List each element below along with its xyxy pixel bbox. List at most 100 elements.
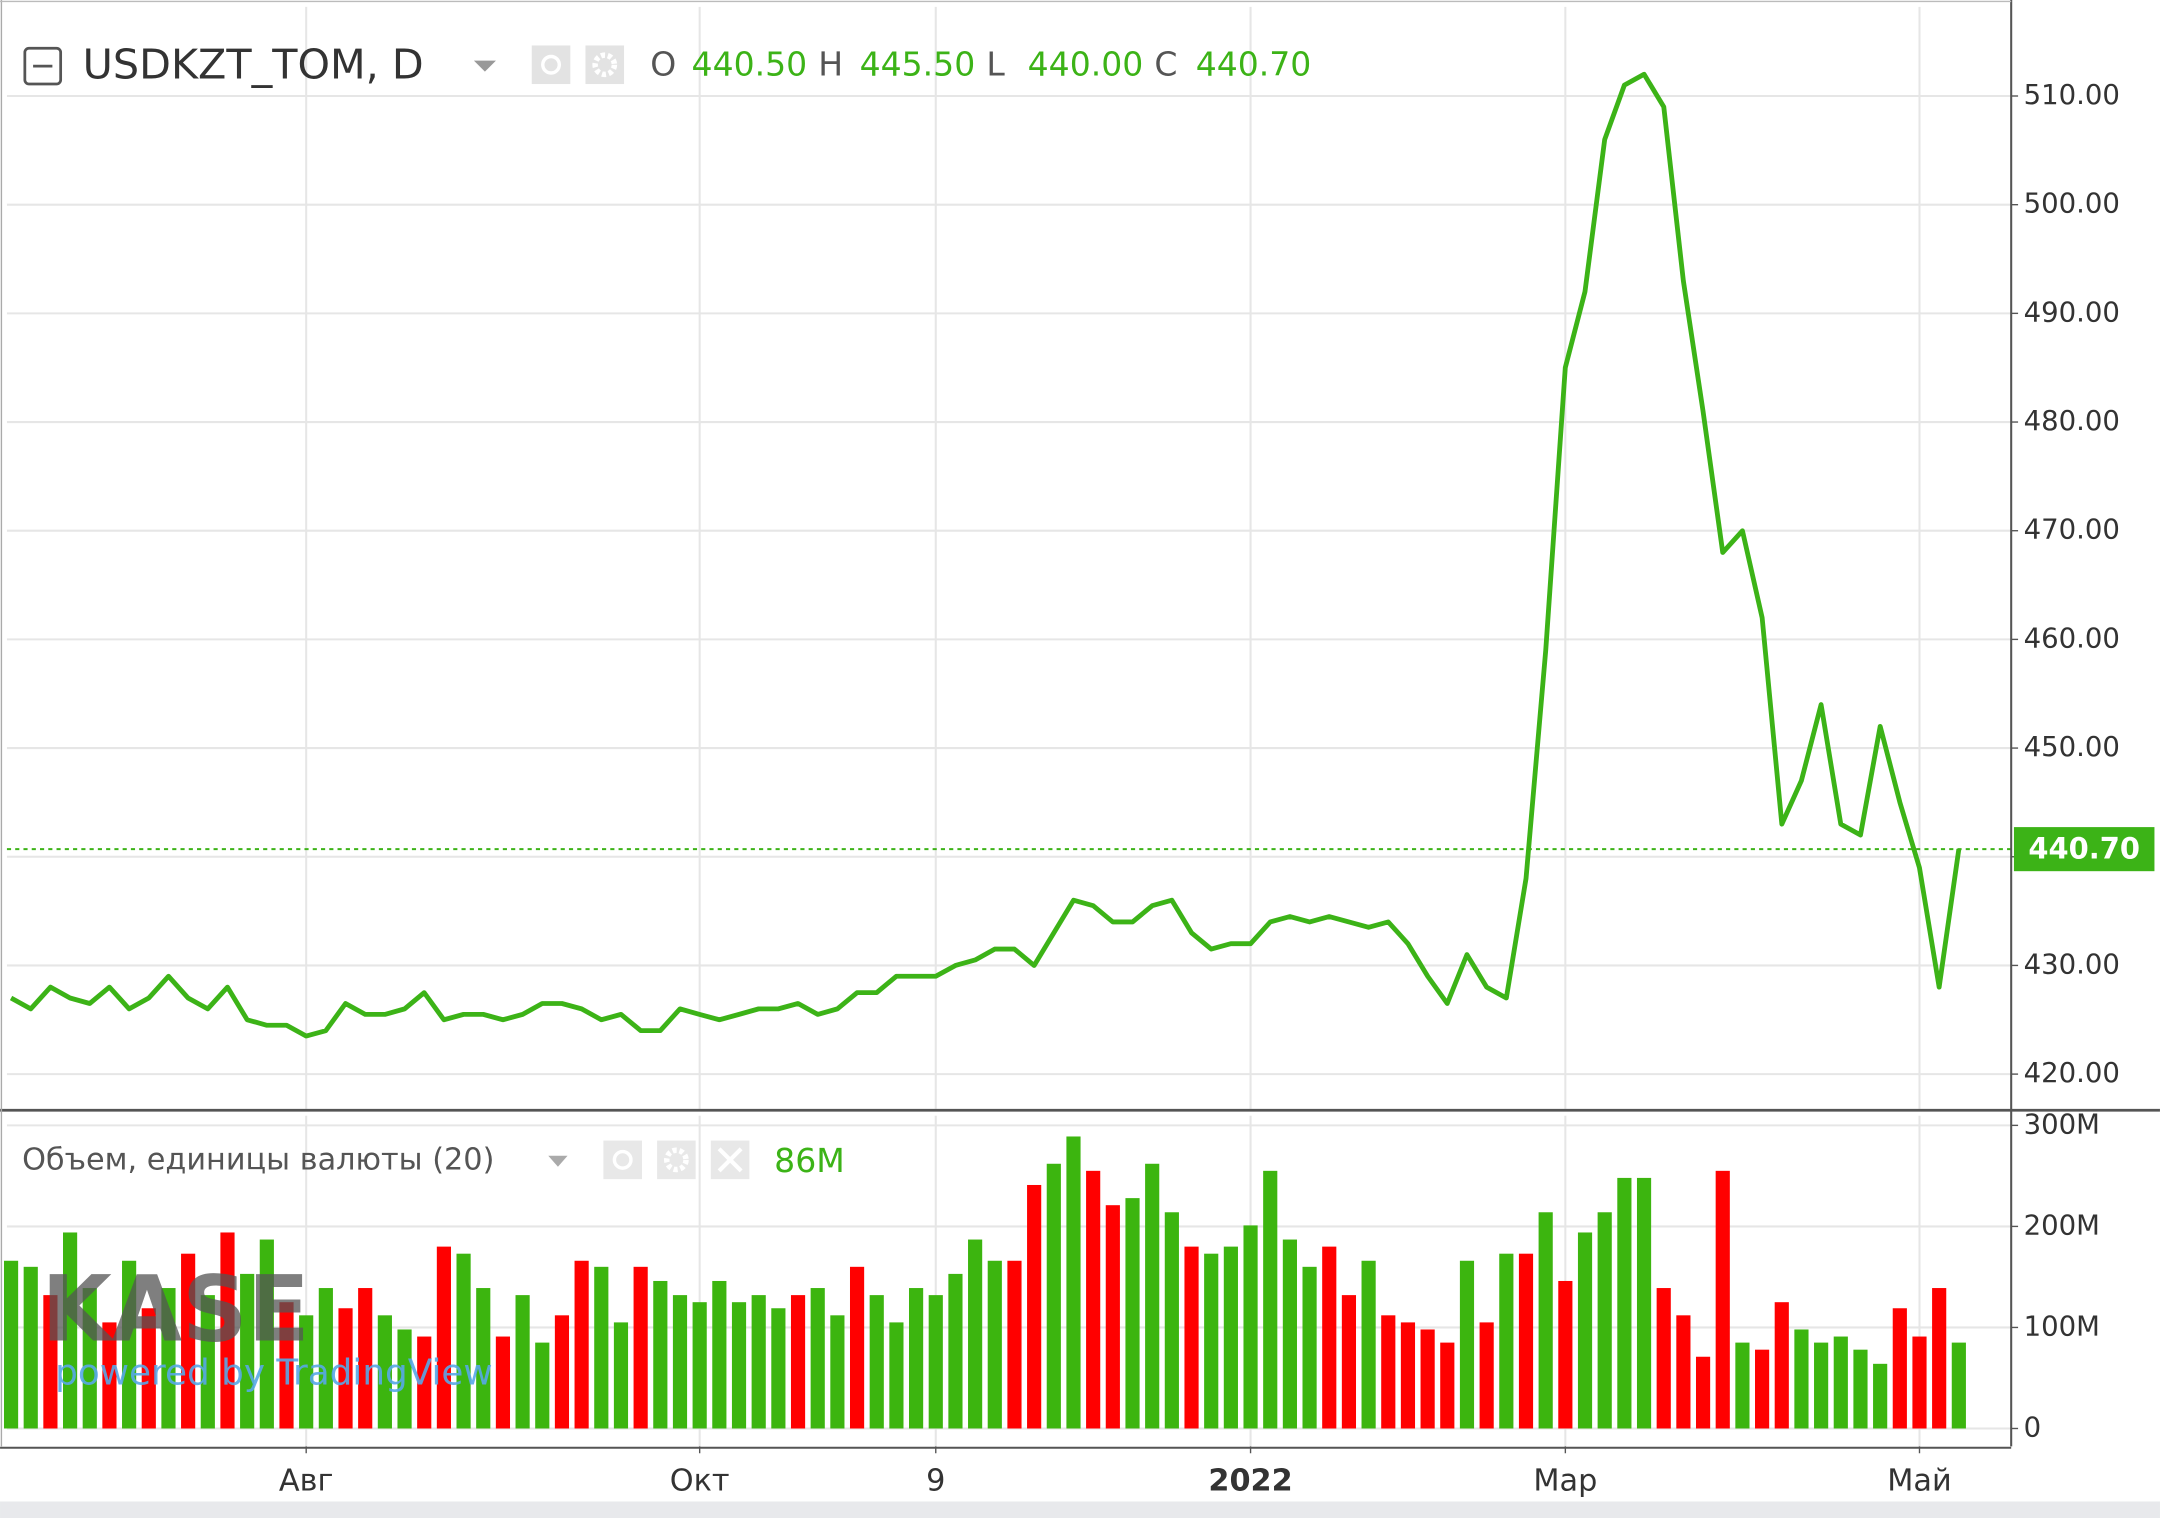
dropdown-arrow[interactable]: [473, 60, 496, 72]
volume-bar: [613, 1322, 629, 1429]
eye-icon[interactable]: [603, 1140, 642, 1180]
volume-bar: [1912, 1336, 1927, 1429]
volume-bar: [358, 1288, 373, 1429]
marks: [3, 71, 2012, 1429]
volume-bar: [653, 1280, 668, 1429]
volume-bar: [1656, 1288, 1671, 1429]
volume-bar: [1381, 1315, 1396, 1429]
volume-bar: [1086, 1170, 1101, 1429]
volume-bar: [82, 1288, 97, 1429]
volume-bar: [1282, 1239, 1297, 1429]
y2-tick-label: 200M: [2024, 1209, 2100, 1241]
volume-bar: [554, 1315, 570, 1429]
last-price-label: 440.70: [2028, 832, 2140, 866]
volume-bar: [1322, 1246, 1337, 1429]
volume-bar: [1518, 1253, 1534, 1429]
ticks: 420.00430.00440.00450.00460.00470.00480.…: [279, 79, 2155, 1499]
volume-bar: [948, 1273, 963, 1429]
volume-bar: [23, 1266, 38, 1429]
volume-bar: [1892, 1308, 1907, 1429]
y-tick-label: 510.00: [2024, 79, 2120, 111]
volume-bar: [495, 1336, 511, 1429]
volume-bar: [436, 1246, 451, 1429]
y-tick-label: 480.00: [2024, 405, 2120, 437]
y-tick-label: 450.00: [2024, 731, 2120, 763]
y2-tick-label: 100M: [2024, 1310, 2100, 1342]
volume-bar: [1164, 1212, 1179, 1429]
volume-bar: [1105, 1205, 1120, 1429]
volume-bar: [633, 1266, 648, 1429]
eye-icon[interactable]: [531, 45, 571, 85]
volume-bar: [1833, 1336, 1848, 1429]
last-price-badge: [2013, 827, 2155, 872]
close-icon-cross: [717, 1147, 743, 1173]
ohlc-key: O: [650, 45, 676, 84]
volume-bar: [535, 1342, 550, 1429]
volume-bar: [1007, 1260, 1022, 1429]
volume-bar: [1459, 1260, 1475, 1429]
y-tick-label: 430.00: [2024, 948, 2120, 980]
volume-bar: [417, 1336, 432, 1429]
volume-bar: [1184, 1246, 1199, 1429]
volume-bar: [1046, 1163, 1061, 1429]
volume-bar: [672, 1295, 688, 1429]
volume-bar: [220, 1232, 235, 1429]
volume-bar: [338, 1308, 353, 1429]
x-tick-label: Май: [1887, 1464, 1951, 1499]
volume-bar: [476, 1288, 491, 1429]
volume-bar: [1341, 1295, 1357, 1429]
volume-bar: [712, 1280, 727, 1429]
x-tick-label: Окт: [670, 1464, 730, 1499]
bottom-strip: [0, 1501, 2160, 1518]
volume-bar: [1499, 1253, 1514, 1429]
volume-bar: [1617, 1177, 1632, 1429]
y-tick-label: 500.00: [2024, 188, 2120, 220]
volume-bar: [731, 1302, 747, 1429]
settings-icon[interactable]: [585, 45, 625, 85]
x-tick-label: 9: [926, 1464, 945, 1499]
volume-bar: [1577, 1232, 1593, 1429]
volume-bar: [1361, 1260, 1376, 1429]
y-tick-label: 420.00: [2024, 1057, 2120, 1089]
x-tick-label: Авг: [279, 1464, 334, 1499]
volume-bar: [1538, 1212, 1553, 1429]
x-tick-label: 2022: [1208, 1464, 1292, 1499]
volume-bar: [1420, 1329, 1435, 1429]
volume-bar: [181, 1253, 196, 1429]
volume-bar: [909, 1288, 924, 1429]
y2-tick-label: 0: [2024, 1411, 2042, 1443]
volume-bar: [397, 1329, 412, 1429]
volume-bar: [968, 1239, 983, 1429]
volume-bar: [1755, 1349, 1770, 1429]
volume-bar: [1951, 1342, 1966, 1429]
settings-icon[interactable]: [657, 1140, 696, 1180]
volume-bar: [1794, 1329, 1809, 1429]
y-tick-label: 470.00: [2024, 514, 2120, 546]
volume-bar: [377, 1315, 392, 1429]
volume-bar: [692, 1302, 707, 1429]
volume-bar: [1676, 1315, 1691, 1429]
volume-bar: [574, 1260, 589, 1429]
volume-bar: [830, 1315, 845, 1429]
ohlc-value: 445.50: [860, 45, 976, 84]
volume-bar: [1302, 1266, 1317, 1429]
volume-bar: [751, 1295, 766, 1429]
ohlc-key: L: [986, 45, 1005, 84]
volume-bar: [1715, 1170, 1730, 1429]
watermark-sub: powered by TradingView: [55, 1353, 493, 1394]
dropdown-arrow[interactable]: [548, 1155, 568, 1167]
y2-tick-label: 300M: [2024, 1108, 2100, 1140]
price-line: [9, 71, 1962, 1039]
volume-bar: [1440, 1342, 1455, 1429]
volume-bar: [790, 1295, 806, 1429]
volume-bar: [810, 1288, 825, 1429]
volume-bar: [515, 1295, 530, 1429]
volume-bar: [240, 1273, 255, 1429]
volume-bar: [1558, 1280, 1573, 1429]
volume-bar: [3, 1260, 19, 1429]
settings-icon-gear: [663, 1147, 689, 1173]
volume-bar: [318, 1288, 333, 1429]
volume-bar: [1263, 1170, 1278, 1429]
volume-bar: [122, 1260, 137, 1429]
